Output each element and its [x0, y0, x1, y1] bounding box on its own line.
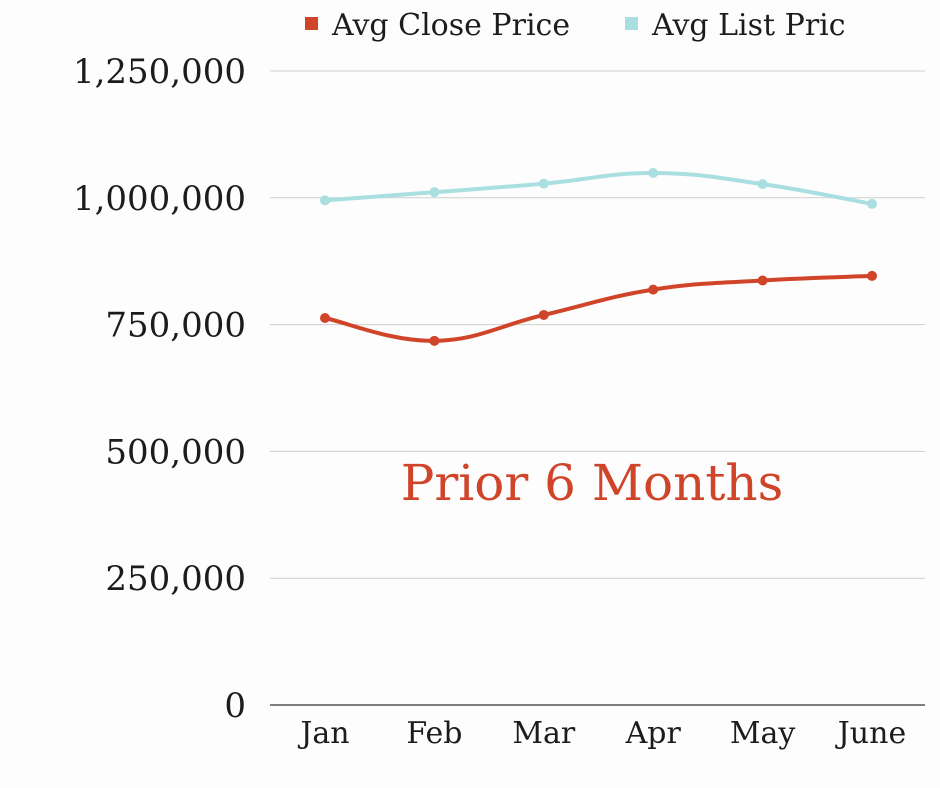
y-tick-label: 250,000 [105, 559, 246, 599]
x-tick-label: Feb [406, 716, 462, 751]
legend-label: Avg Close Price [331, 8, 570, 43]
x-axis-tick-labels: Jan Feb Mar Apr May June [297, 716, 906, 751]
data-point [320, 313, 330, 324]
y-tick-label: 750,000 [105, 306, 246, 346]
data-point [648, 284, 659, 295]
x-tick-label: Apr [625, 716, 682, 751]
x-tick-label: June [835, 716, 906, 751]
series-avg-list-pric [320, 167, 877, 209]
legend-swatch [625, 17, 638, 30]
legend-item: Avg List Pric [625, 8, 846, 43]
data-point [429, 187, 440, 198]
data-point [757, 179, 768, 190]
y-tick-label: 500,000 [105, 432, 246, 472]
data-point [757, 275, 768, 286]
y-tick-label: 1,250,000 [73, 52, 246, 92]
legend-label: Avg List Pric [651, 8, 846, 43]
data-point [429, 335, 440, 346]
grid-lines [270, 70, 925, 706]
data-point [320, 195, 330, 206]
series-line [323, 170, 874, 206]
y-tick-label: 0 [224, 686, 246, 726]
legend-item: Avg Close Price [305, 8, 570, 43]
y-tick-label: 1,000,000 [73, 179, 246, 219]
series-lines [320, 167, 877, 346]
data-point [538, 178, 549, 189]
data-point [648, 167, 659, 178]
legend: Avg Close Price Avg List Pric [305, 8, 846, 43]
data-point [538, 309, 549, 320]
y-axis-tick-labels: 0 250,000 500,000 750,000 1,000,000 1,250,000 [73, 52, 246, 726]
x-tick-label: Mar [512, 716, 576, 751]
x-tick-label: May [730, 716, 796, 751]
annotation-text: Prior 6 Months [401, 454, 784, 512]
x-tick-label: Jan [297, 716, 349, 751]
legend-swatch [305, 17, 318, 30]
data-point [867, 270, 877, 281]
data-point [867, 198, 877, 209]
series-avg-close-price [320, 270, 877, 346]
series-line [323, 273, 874, 343]
